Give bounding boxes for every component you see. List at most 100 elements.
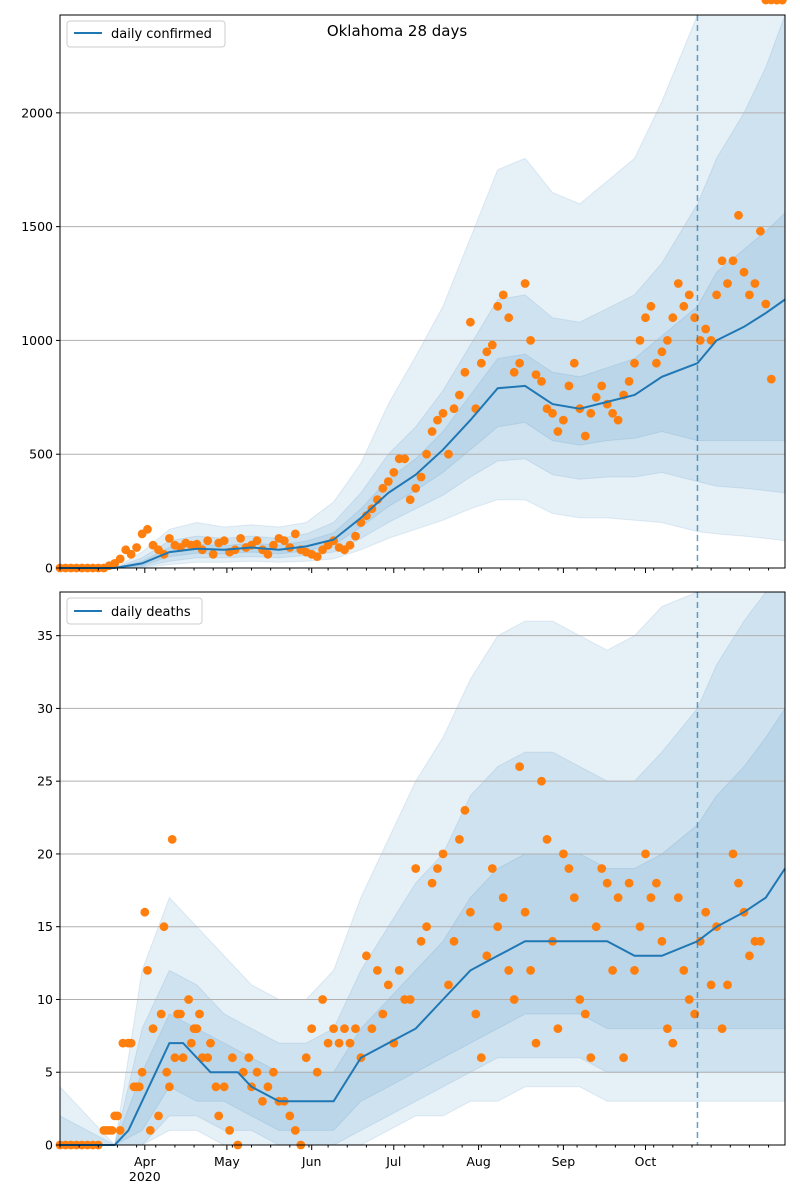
confirmed-observed-point xyxy=(405,495,415,505)
deaths-observed-point xyxy=(334,1038,344,1048)
deaths-observed-point xyxy=(115,1126,125,1135)
confirmed-observed-point xyxy=(663,336,672,345)
deaths-observed-point xyxy=(728,849,738,859)
confirmed-observed-point xyxy=(553,427,563,436)
deaths-observed-point xyxy=(411,864,421,873)
confirmed-observed-point xyxy=(438,408,448,418)
deaths-observed-point xyxy=(113,1111,122,1121)
deaths-observed-point xyxy=(422,922,431,932)
confirmed-observed-point xyxy=(657,347,667,357)
confirmed-observed-point xyxy=(586,408,596,418)
confirmed-observed-point xyxy=(739,267,749,277)
confirmed-observed-point xyxy=(460,367,470,377)
confirmed-observed-point xyxy=(613,415,623,425)
confirmed-observed-point xyxy=(766,374,776,384)
deaths-observed-point xyxy=(641,849,650,859)
confirmed-observed-point xyxy=(734,210,743,220)
deaths-observed-point xyxy=(619,1053,628,1063)
deaths-observed-point xyxy=(323,1038,333,1048)
deaths-observed-point xyxy=(178,1053,188,1063)
confirmed-observed-point xyxy=(537,377,546,386)
deaths-y-tick-label: 15 xyxy=(37,919,53,934)
confirmed-observed-point xyxy=(290,529,300,539)
deaths-observed-point xyxy=(482,951,492,961)
deaths-observed-point xyxy=(405,995,415,1004)
confirmed-observed-point xyxy=(641,313,650,323)
deaths-observed-point xyxy=(635,922,645,932)
deaths-observed-point xyxy=(493,922,503,932)
deaths-observed-point xyxy=(706,980,716,990)
deaths-observed-point xyxy=(723,980,732,990)
confirmed-observed-point xyxy=(531,370,541,379)
confirmed-observed-point xyxy=(520,279,530,288)
deaths-legend: daily deaths xyxy=(66,597,203,625)
deaths-observed-point xyxy=(312,1067,322,1077)
confirmed-observed-point xyxy=(126,549,136,559)
deaths-observed-point xyxy=(148,1024,158,1033)
confirmed-observed-point xyxy=(165,534,174,543)
confirmed-observed-point xyxy=(416,472,426,482)
confirmed-observed-point xyxy=(597,381,607,391)
confirmed-observed-point xyxy=(646,301,656,311)
deaths-observed-point xyxy=(624,878,634,888)
deaths-series-line xyxy=(60,867,786,1146)
confirmed-observed-point xyxy=(745,290,754,300)
confirmed-observed-point xyxy=(728,256,738,266)
deaths-observed-point xyxy=(156,1009,166,1019)
deaths-observed-point xyxy=(290,1126,300,1135)
confirmed-observed-point xyxy=(673,279,683,288)
confirmed-observed-point xyxy=(279,536,289,546)
deaths-observed-point xyxy=(258,1096,267,1106)
deaths-observed-point xyxy=(745,951,754,961)
deaths-observed-point xyxy=(575,995,585,1004)
deaths-observed-point xyxy=(701,907,711,917)
deaths-observed-point xyxy=(466,907,475,917)
confirmed-observed-point xyxy=(756,226,765,236)
deaths-observed-point xyxy=(455,835,464,844)
deaths-observed-point xyxy=(186,1038,196,1048)
confirmed-series-line xyxy=(60,298,786,569)
legend-label: daily deaths xyxy=(111,605,191,620)
deaths-axes-frame xyxy=(59,591,786,1146)
deaths-observed-point xyxy=(252,1067,262,1077)
confirmed-y-tick-label: 500 xyxy=(29,447,53,462)
deaths-observed-point xyxy=(756,936,765,946)
legend-label: daily confirmed xyxy=(111,27,212,42)
confirmed-observed-point xyxy=(236,534,246,543)
deaths-observed-point xyxy=(351,1024,360,1033)
confirmed-observed-point xyxy=(635,336,645,345)
deaths-observed-point xyxy=(717,1024,727,1033)
confirmed-y-ticks: 0 500 1000 1500 2000 xyxy=(21,105,60,576)
confirmed-x-ticks xyxy=(59,568,770,573)
deaths-observed-point xyxy=(269,1067,278,1077)
confirmed-observed-point xyxy=(219,536,229,546)
confirmed-observed-point xyxy=(269,540,278,550)
deaths-observed-point xyxy=(192,1024,202,1033)
confirmed-observed-point xyxy=(706,336,716,345)
deaths-y-ticks: 0 5 10 15 20 25 30 35 xyxy=(37,628,60,1153)
deaths-observed-point xyxy=(159,922,169,932)
confirmed-y-tick-label: 1000 xyxy=(21,333,53,348)
deaths-observed-point xyxy=(515,762,524,771)
deaths-observed-point xyxy=(777,0,787,5)
deaths-observed-point xyxy=(170,1053,180,1063)
deaths-observed-point xyxy=(383,980,393,990)
deaths-observed-point xyxy=(553,1024,563,1033)
deaths-observed-point xyxy=(318,995,327,1004)
deaths-observed-point xyxy=(340,1024,349,1033)
confirmed-observed-point xyxy=(580,431,590,441)
confirmed-observed-point xyxy=(487,340,497,350)
deaths-observed-point xyxy=(134,1082,144,1092)
confirmed-chart-title: Oklahoma 28 days xyxy=(327,22,468,40)
confirmed-observed-point xyxy=(504,313,514,323)
deaths-y-tick-label: 0 xyxy=(45,1138,53,1153)
confirmed-observed-point xyxy=(493,301,503,311)
deaths-x-tick-label: May xyxy=(214,1154,240,1169)
confirmed-observed-point xyxy=(208,549,218,559)
confirmed-observed-point xyxy=(312,552,322,561)
deaths-x-tick-label: Aug xyxy=(466,1154,490,1169)
confirmed-observed-point xyxy=(345,540,355,550)
confirmed-observed-point xyxy=(378,483,388,493)
